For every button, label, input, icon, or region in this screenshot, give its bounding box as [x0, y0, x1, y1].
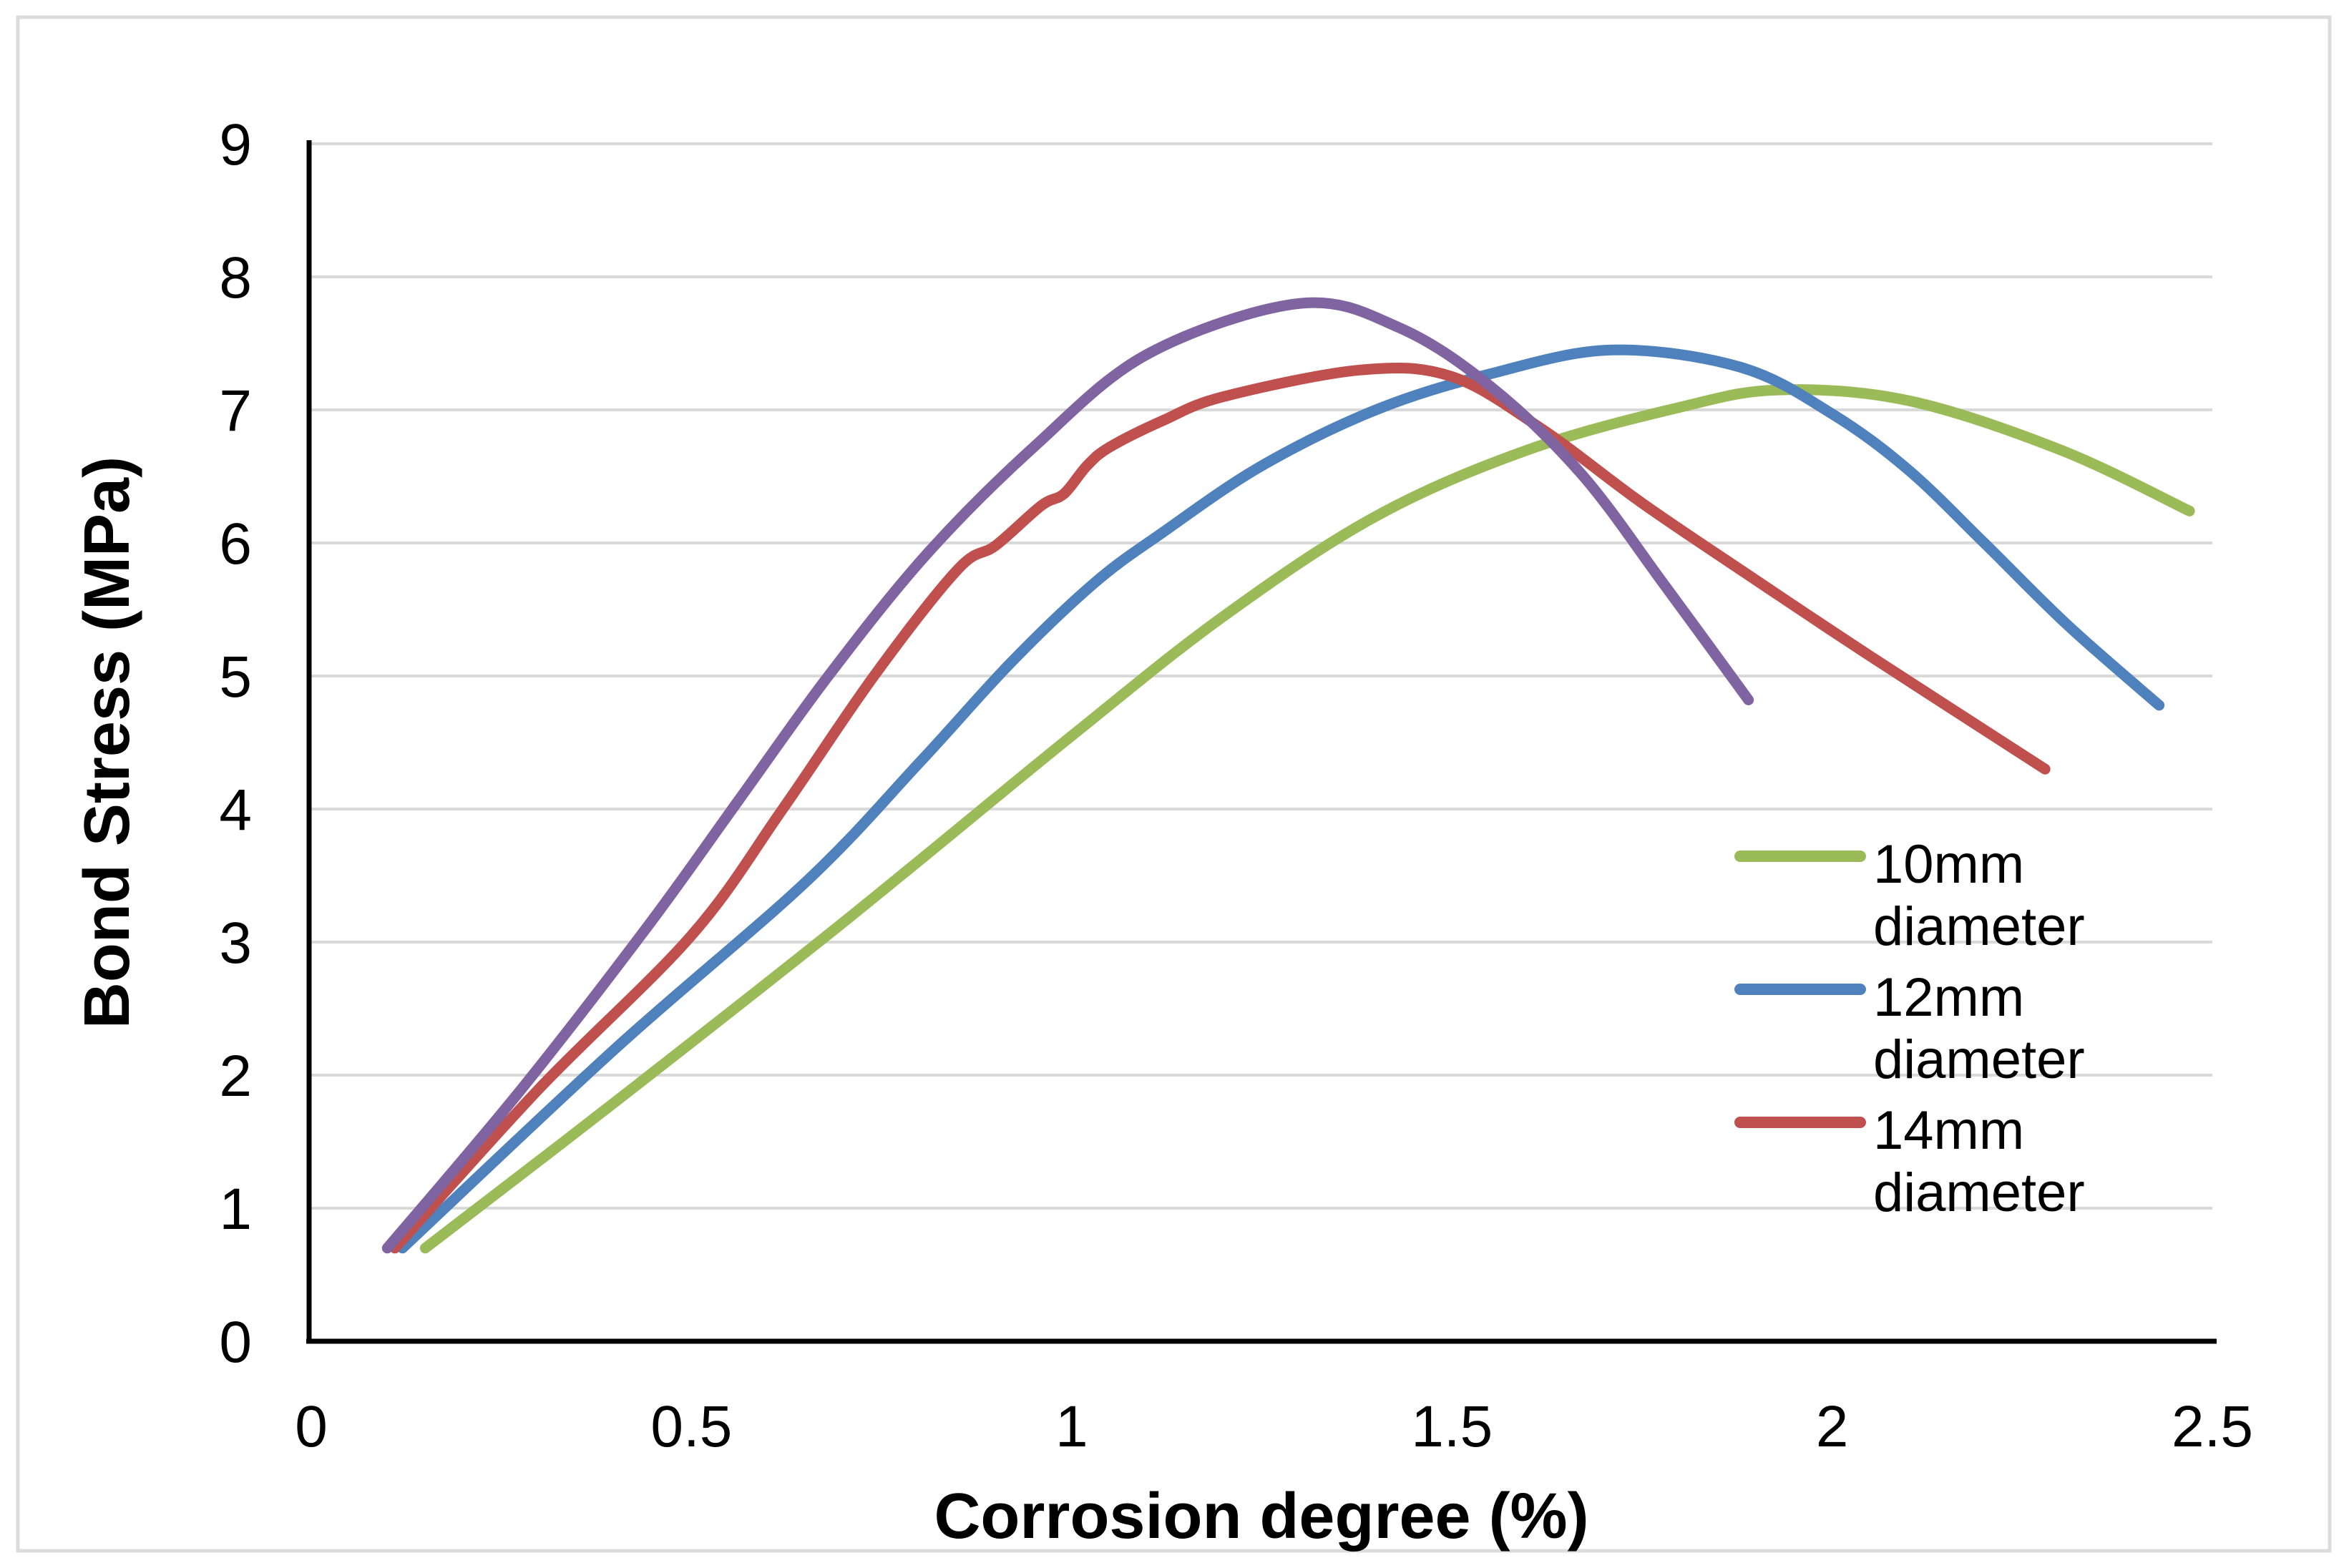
- y-tick-label-3: 3: [219, 911, 252, 976]
- y-axis-title: Bond Stress (MPa): [72, 456, 143, 1029]
- x-tick-label-1.5: 1.5: [1411, 1394, 1493, 1459]
- y-tick-label-7: 7: [219, 378, 252, 444]
- legend-label-10mm-line1: 10mm: [1873, 834, 2024, 895]
- series-line-10mm: [419, 384, 2195, 1254]
- gridlines: [311, 142, 2212, 1210]
- y-tick-label-8: 8: [219, 245, 252, 310]
- figure-border: [16, 15, 2332, 1553]
- legend-label-12mm-line1: 12mm: [1873, 967, 2024, 1028]
- x-tick-labels: 0 0.5 1 1.5 2 2.5: [295, 1394, 2253, 1459]
- legend-label-14mm-line1: 14mm: [1873, 1100, 2024, 1161]
- y-tick-label-2: 2: [219, 1044, 252, 1109]
- y-tick-label-1: 1: [219, 1177, 252, 1242]
- x-axis-title: Corrosion degree (%): [934, 1481, 1588, 1552]
- series-line-14mm: [389, 362, 2051, 1254]
- legend-label-12mm-line2: diameter: [1873, 1029, 2085, 1090]
- y-tick-labels: 0 1 2 3 4 5 6 7 8 9: [219, 112, 252, 1375]
- legend-label-14mm-line2: diameter: [1873, 1162, 2085, 1223]
- y-tick-label-6: 6: [219, 511, 252, 577]
- y-tick-label-9: 9: [219, 112, 252, 177]
- x-tick-label-2: 2: [1816, 1394, 1849, 1459]
- x-tick-label-2.5: 2.5: [2172, 1394, 2253, 1459]
- x-tick-label-0.5: 0.5: [650, 1394, 732, 1459]
- series-line-12mm: [397, 344, 2165, 1254]
- legend-label-10mm-line2: diameter: [1873, 896, 2085, 957]
- series-line-unlabeled-purple: [381, 297, 1754, 1254]
- x-tick-label-1: 1: [1055, 1394, 1088, 1459]
- y-tick-label-4: 4: [219, 778, 252, 843]
- series-lines: [381, 297, 2195, 1254]
- y-tick-label-0: 0: [219, 1310, 252, 1375]
- x-tick-label-0: 0: [295, 1394, 328, 1459]
- y-tick-label-5: 5: [219, 645, 252, 710]
